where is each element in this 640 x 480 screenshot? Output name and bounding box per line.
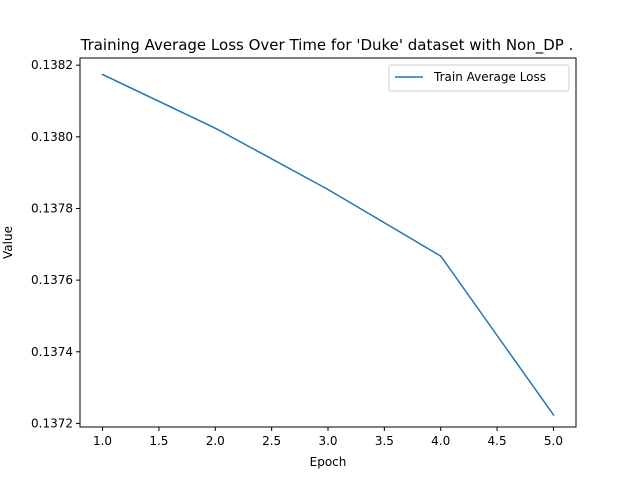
plot-frame (79, 57, 577, 428)
x-axis-title: Epoch (310, 455, 347, 469)
x-tick-label: 2.0 (206, 434, 225, 448)
y-axis: 0.1372 0.1374 0.1376 0.1378 0.1380 0.1382 (31, 58, 80, 430)
y-tick-label: 0.1378 (31, 201, 73, 215)
y-tick-label: 0.1382 (31, 58, 73, 72)
x-axis: 1.0 1.5 2.0 2.5 3.0 3.5 4.0 4.5 5.0 (93, 427, 563, 448)
data-point (101, 73, 104, 76)
data-point (439, 255, 442, 257)
x-tick-label: 4.5 (488, 434, 507, 448)
x-tick-label: 3.0 (318, 434, 337, 448)
legend: Train Average Loss (388, 64, 570, 92)
series-layer (101, 73, 555, 416)
y-axis-title: Value (1, 226, 15, 259)
x-tick-label: 1.0 (93, 434, 112, 448)
y-tick-label: 0.1380 (31, 130, 73, 144)
x-tick-label: 5.0 (544, 434, 563, 448)
data-point (214, 127, 217, 129)
x-tick-label: 2.5 (262, 434, 281, 448)
x-tick-label: 4.0 (431, 434, 450, 448)
data-point (327, 188, 329, 191)
chart-title: Training Average Loss Over Time for 'Duk… (80, 36, 574, 55)
y-tick-label: 0.1376 (31, 273, 73, 287)
y-tick-label: 0.1374 (31, 345, 73, 359)
legend-box (388, 64, 570, 92)
series-line-train-average-loss (101, 73, 555, 416)
y-tick-label: 0.1372 (31, 416, 73, 430)
x-tick-label: 1.5 (149, 434, 168, 448)
data-point (552, 414, 555, 416)
legend-label: Train Average Loss (433, 70, 546, 84)
x-tick-label: 3.5 (375, 434, 394, 448)
